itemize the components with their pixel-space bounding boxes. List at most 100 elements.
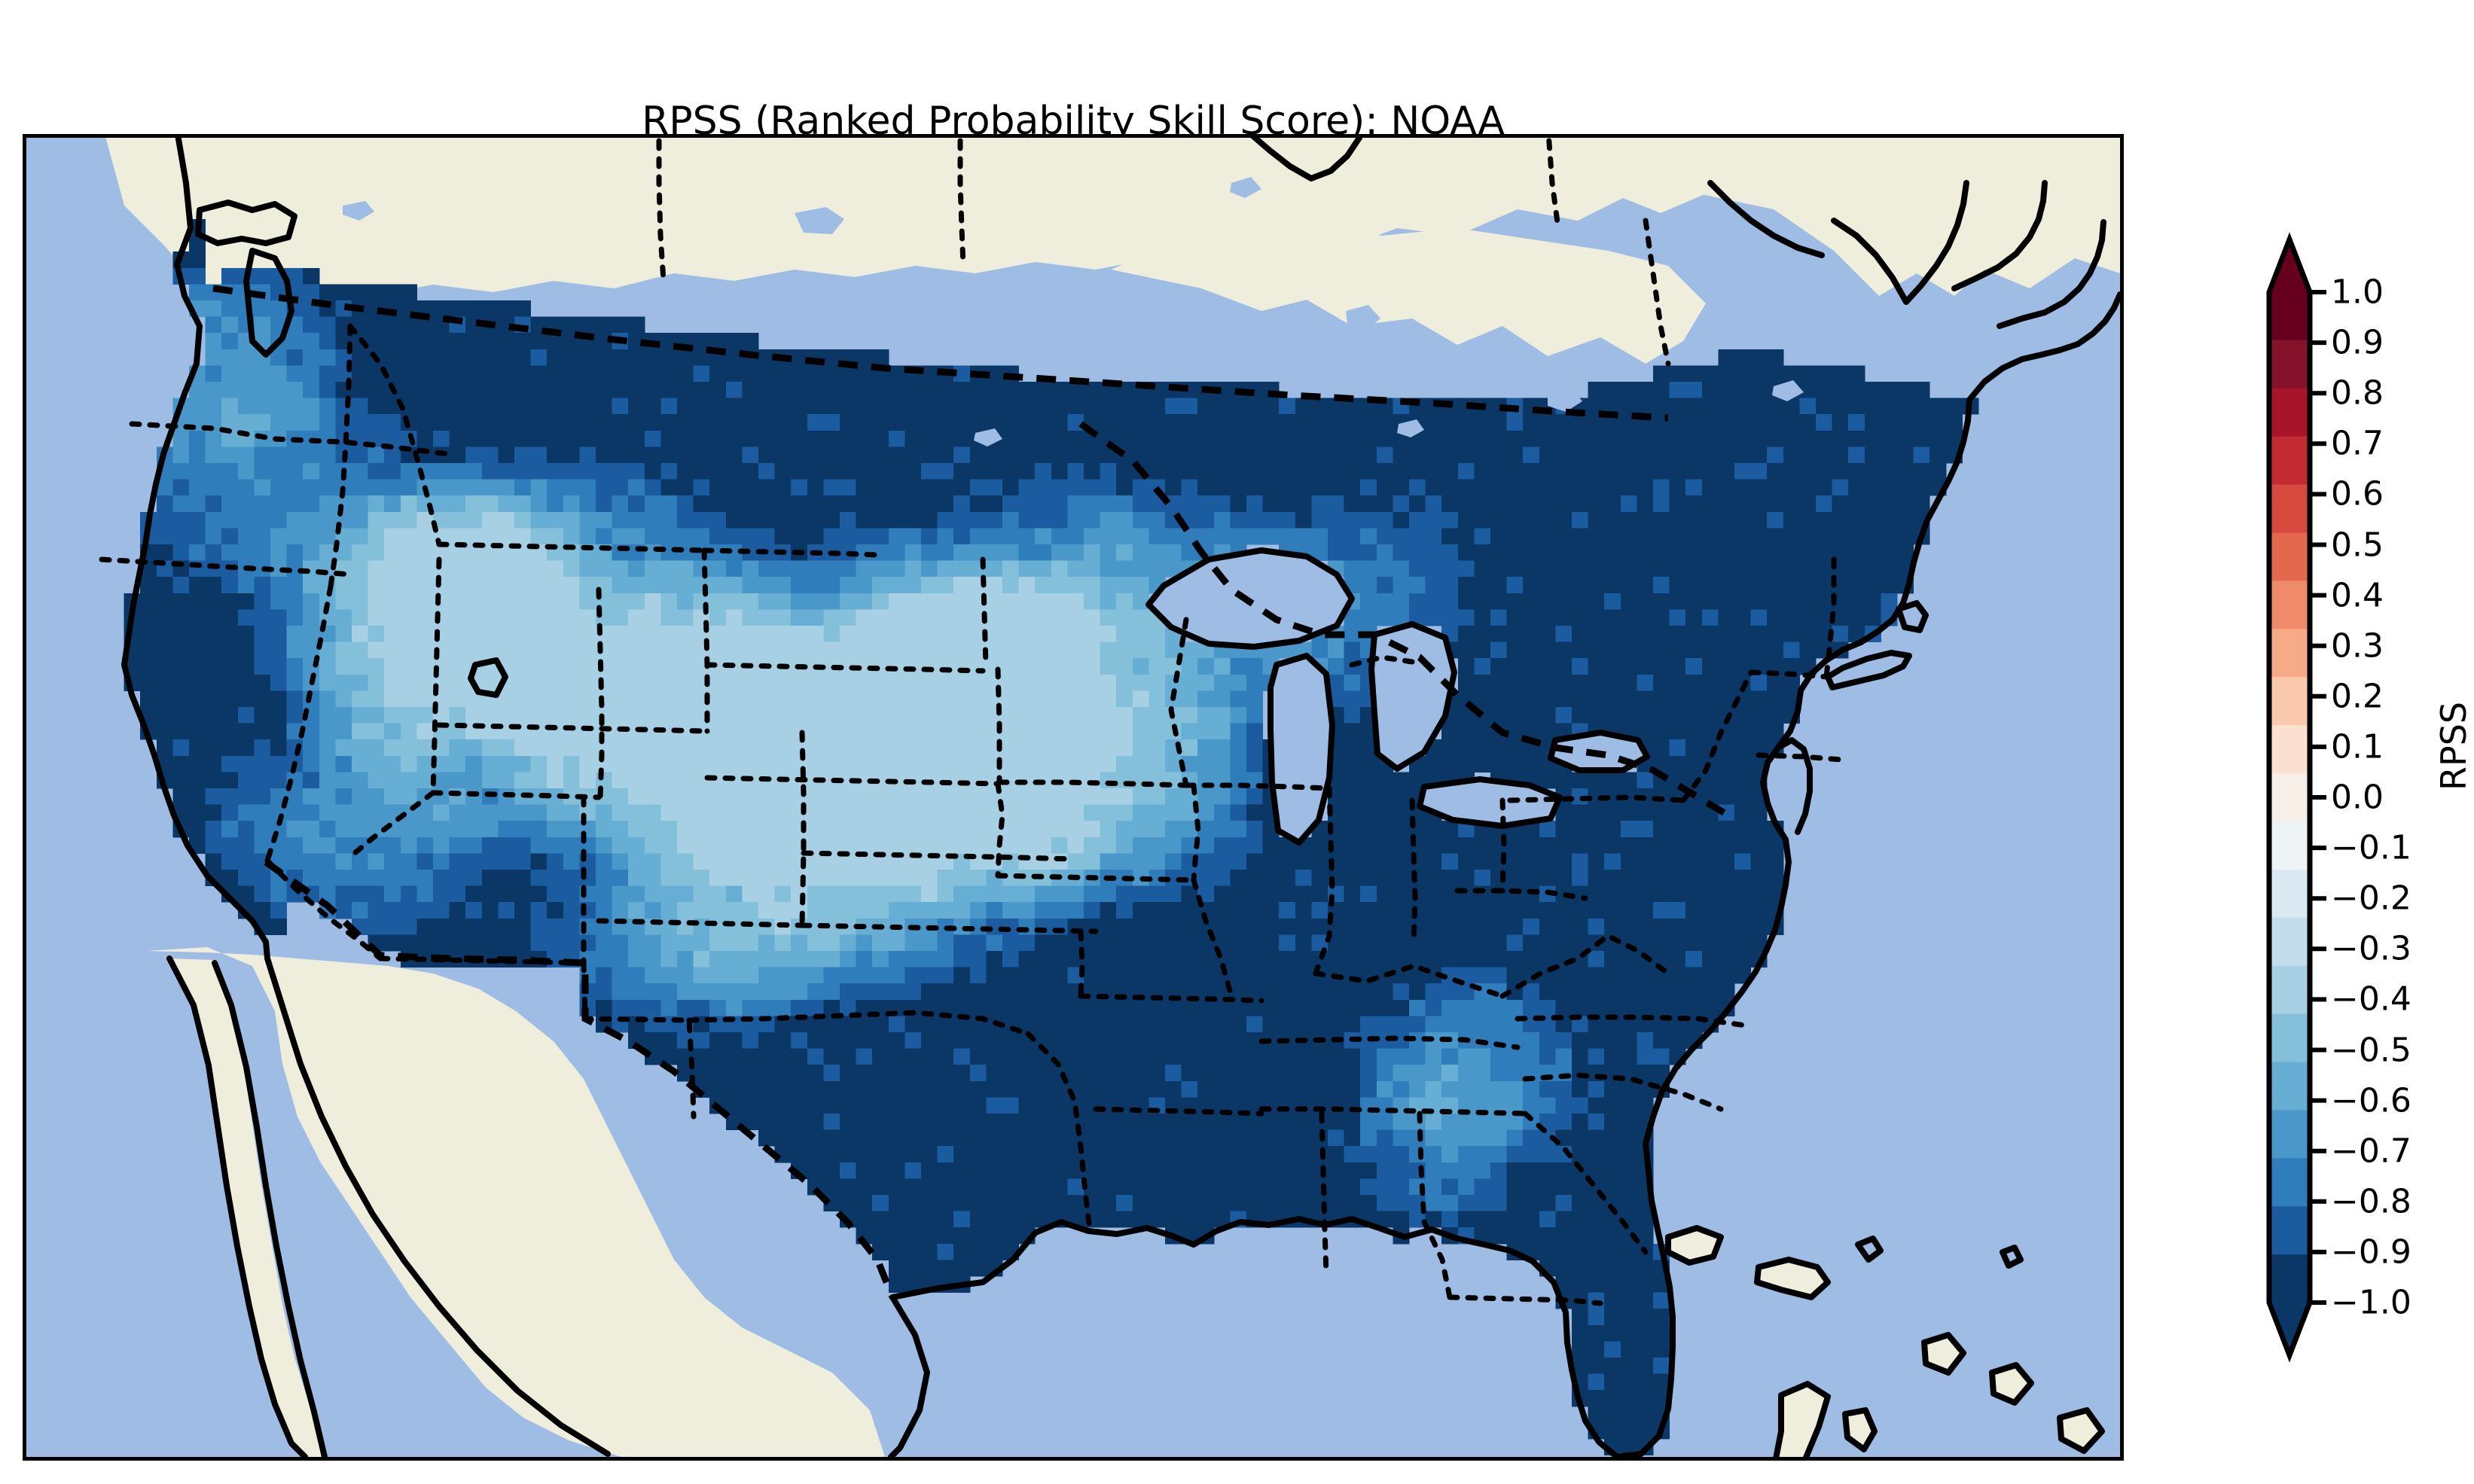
rpss-grid-cell	[840, 626, 857, 643]
rpss-grid-cell	[872, 1195, 889, 1212]
rpss-grid-cell	[1425, 1016, 1442, 1033]
rpss-grid-cell	[514, 495, 532, 513]
rpss-grid-cell	[937, 983, 954, 1001]
rpss-grid-cell	[758, 463, 776, 480]
rpss-grid-cell	[660, 967, 678, 984]
rpss-grid-cell	[1409, 528, 1426, 545]
rpss-grid-cell	[1376, 414, 1393, 431]
rpss-grid-cell	[433, 821, 450, 838]
rpss-grid-cell	[368, 495, 385, 513]
rpss-grid-cell	[1669, 967, 1686, 984]
rpss-grid-cell	[791, 382, 808, 399]
rpss-grid-cell	[1555, 544, 1573, 562]
rpss-grid-cell	[400, 674, 417, 691]
rpss-grid-cell	[1474, 1114, 1491, 1131]
rpss-grid-cell	[937, 1178, 954, 1196]
rpss-grid-cell	[1262, 1129, 1280, 1147]
rpss-grid-cell	[937, 1146, 954, 1163]
rpss-grid-cell	[725, 967, 743, 984]
rpss-grid-cell	[481, 365, 499, 382]
rpss-grid-cell	[1864, 609, 1881, 626]
rpss-grid-cell	[612, 690, 629, 708]
rpss-grid-cell	[596, 885, 613, 903]
rpss-grid-cell	[189, 658, 206, 675]
rpss-grid-cell	[1474, 1227, 1491, 1245]
rpss-grid-cell	[1718, 430, 1735, 447]
rpss-grid-cell	[1116, 1195, 1133, 1212]
rpss-grid-cell	[758, 1048, 776, 1065]
rpss-grid-cell	[270, 495, 288, 513]
rpss-grid-cell	[1262, 951, 1280, 968]
rpss-grid-cell	[1637, 641, 1654, 659]
rpss-grid-cell	[1620, 788, 1637, 806]
rpss-grid-cell	[319, 885, 336, 903]
rpss-grid-cell	[840, 479, 857, 496]
rpss-grid-cell	[1637, 609, 1654, 626]
rpss-grid-cell	[660, 821, 678, 838]
rpss-grid-cell	[1067, 544, 1084, 562]
rpss-grid-cell	[1035, 495, 1052, 513]
rpss-grid-cell	[823, 1114, 840, 1131]
rpss-grid-cell	[465, 870, 483, 887]
rpss-grid-cell	[1035, 788, 1052, 806]
rpss-grid-cell	[791, 983, 808, 1001]
rpss-grid-cell	[237, 674, 255, 691]
rpss-grid-cell	[530, 934, 548, 952]
rpss-grid-cell	[953, 593, 971, 610]
rpss-grid-cell	[1620, 446, 1637, 464]
rpss-grid-cell	[1213, 870, 1231, 887]
rpss-grid-cell	[1295, 1080, 1312, 1098]
rpss-grid-cell	[1018, 1080, 1036, 1098]
rpss-grid-cell	[644, 430, 661, 447]
rpss-grid-cell	[1018, 430, 1036, 447]
rpss-grid-cell	[1344, 755, 1361, 772]
rpss-grid-cell	[1018, 739, 1036, 757]
rpss-grid-cell	[1018, 398, 1036, 415]
rpss-grid-cell	[1311, 870, 1329, 887]
rpss-grid-cell	[579, 414, 596, 431]
rpss-grid-cell	[1246, 1097, 1264, 1114]
rpss-grid-cell	[189, 788, 206, 806]
rpss-grid-cell	[1750, 593, 1768, 610]
rpss-grid-cell	[986, 577, 1003, 594]
rpss-grid-cell	[1620, 690, 1637, 708]
rpss-grid-cell	[1035, 463, 1052, 480]
rpss-grid-cell	[1002, 430, 1020, 447]
rpss-grid-cell	[1539, 1146, 1556, 1163]
rpss-grid-cell	[1750, 641, 1768, 659]
rpss-grid-cell	[969, 870, 987, 887]
rpss-grid-cell	[352, 463, 369, 480]
rpss-grid-cell	[1344, 511, 1361, 529]
rpss-grid-cell	[1116, 479, 1133, 496]
rpss-grid-cell	[774, 1097, 792, 1114]
rpss-grid-cell	[1555, 463, 1573, 480]
rpss-grid-cell	[465, 528, 483, 545]
rpss-grid-cell	[514, 333, 532, 350]
rpss-grid-cell	[1100, 1178, 1117, 1196]
rpss-grid-cell	[433, 870, 450, 887]
rpss-grid-cell	[677, 885, 694, 903]
rpss-grid-cell	[709, 1032, 727, 1050]
rpss-grid-cell	[1213, 479, 1231, 496]
rpss-grid-cell	[286, 641, 304, 659]
rpss-grid-cell	[1832, 414, 1849, 431]
rpss-grid-cell	[579, 674, 596, 691]
rpss-grid-cell	[1051, 674, 1068, 691]
rpss-grid-cell	[872, 641, 889, 659]
rpss-grid-cell	[1572, 560, 1589, 577]
rpss-grid-cell	[1344, 836, 1361, 854]
rpss-grid-cell	[1913, 495, 1930, 513]
rpss-grid-cell	[433, 577, 450, 594]
rpss-grid-cell	[1669, 577, 1686, 594]
rpss-grid-cell	[1360, 577, 1377, 594]
rpss-grid-cell	[1588, 398, 1605, 415]
rpss-grid-cell	[1441, 511, 1459, 529]
rpss-grid-cell	[400, 398, 417, 415]
rpss-grid-cell	[1734, 885, 1752, 903]
rpss-grid-cell	[579, 479, 596, 496]
rpss-grid-cell	[1669, 951, 1686, 968]
rpss-grid-cell	[1295, 1065, 1312, 1082]
rpss-grid-cell	[888, 836, 905, 854]
rpss-grid-cell	[1262, 934, 1280, 952]
rpss-grid-cell	[937, 1227, 954, 1245]
